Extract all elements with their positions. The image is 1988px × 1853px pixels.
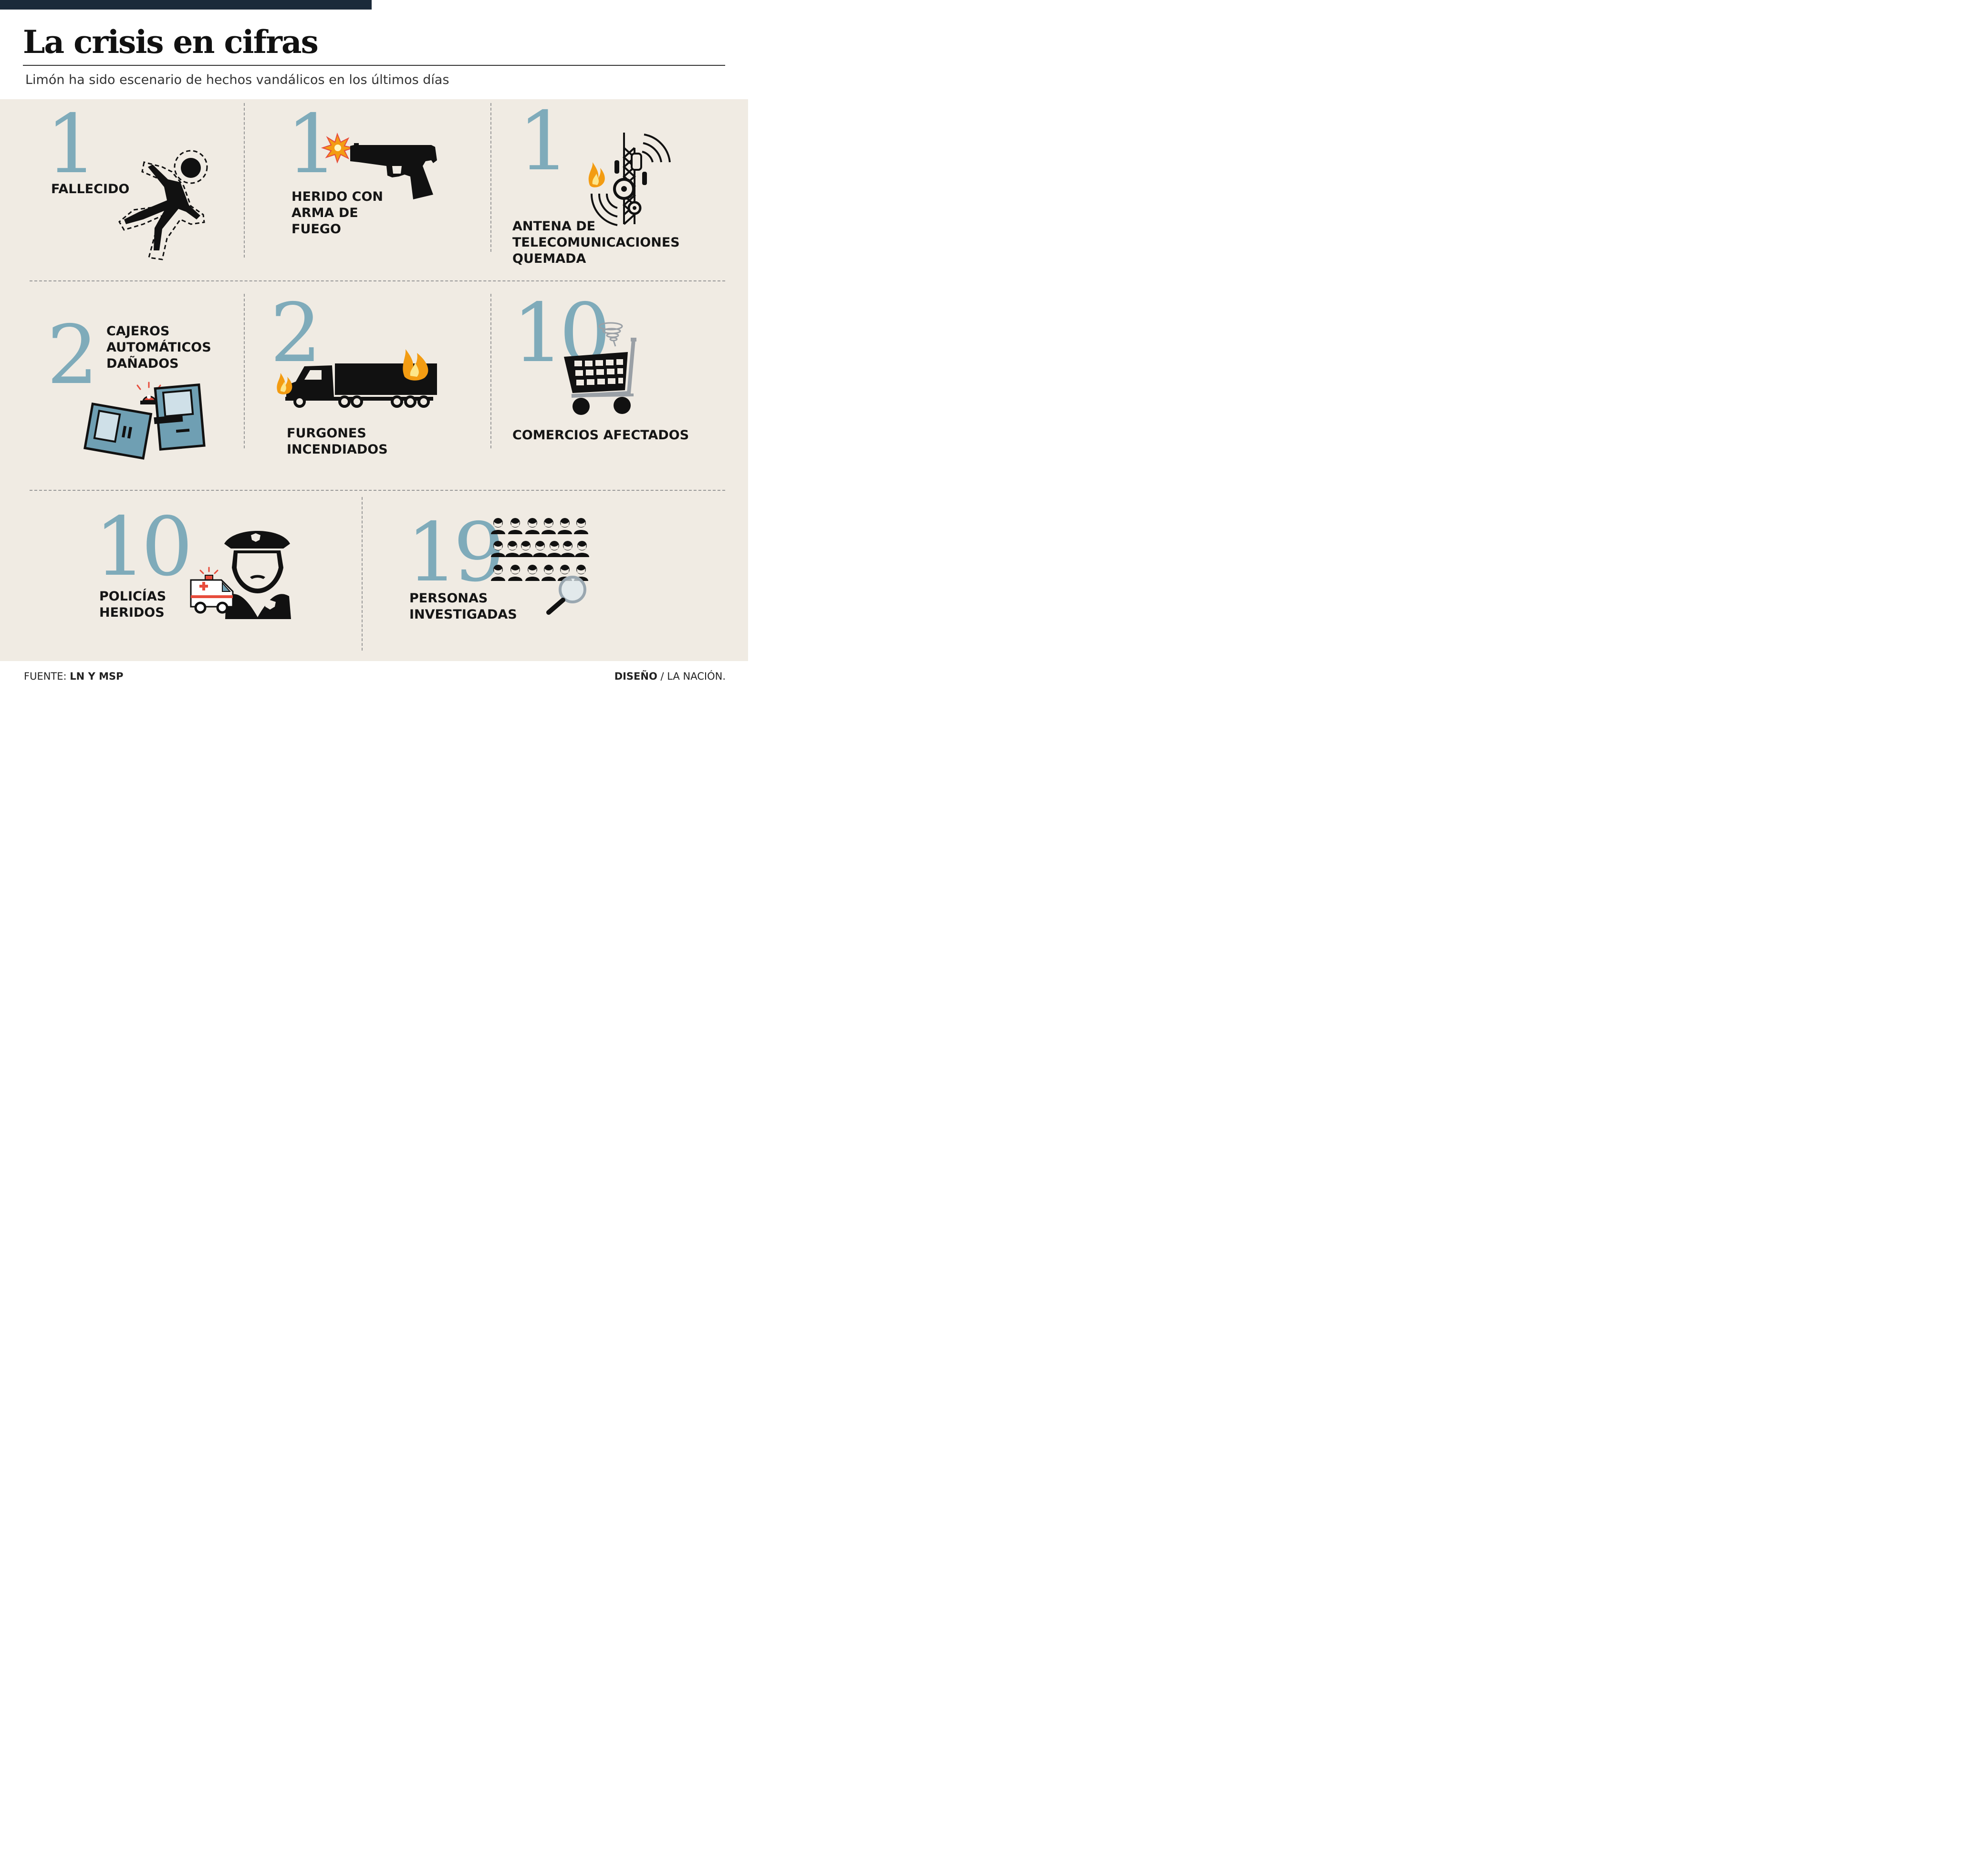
stat-number: 19 <box>406 506 505 600</box>
stat-label: FURGONES INCENDIADOS <box>287 426 388 457</box>
stat-label: COMERCIOS AFECTADOS <box>512 428 689 443</box>
atm-icon <box>83 382 206 460</box>
design-value: LA NACIÓN. <box>667 671 726 682</box>
police-officer-icon <box>190 531 291 619</box>
design-label: DISEÑO <box>614 671 657 682</box>
people-magnifier-icon <box>491 518 589 615</box>
source-label: FUENTE: <box>24 671 67 682</box>
page-title: La crisis en cifras <box>23 23 319 61</box>
divider-v2 <box>490 103 491 252</box>
title-divider <box>23 65 725 66</box>
stat-number: 2 <box>270 286 322 381</box>
stat-number: 10 <box>94 500 193 594</box>
people-row-1 <box>491 518 588 534</box>
stat-label: CAJEROS AUTOMÁTICOS DAÑADOS <box>106 324 211 371</box>
stat-number: 2 <box>47 308 98 403</box>
burning-antenna-icon <box>588 133 671 226</box>
footer-source: FUENTE: LN Y MSP <box>24 671 124 682</box>
divider-h1 <box>30 280 725 281</box>
credit-separator: / <box>660 671 664 682</box>
divider-v3 <box>244 294 245 448</box>
stat-number: 1 <box>518 94 570 189</box>
stat-label: POLICÍAS HERIDOS <box>99 589 167 620</box>
page-subtitle: Limón ha sido escenario de hechos vandál… <box>25 72 449 87</box>
stat-label: HERIDO CON ARMA DE FUEGO <box>291 189 384 237</box>
stat-number: 1 <box>286 97 338 192</box>
footer-credit: DISEÑO / LA NACIÓN. <box>614 671 726 682</box>
fallen-person-icon <box>118 150 208 260</box>
stat-label: FALLECIDO <box>51 182 130 197</box>
stat-label: ANTENA DE TELECOMUNICACIONES QUEMADA <box>512 219 680 266</box>
pistol-icon <box>321 132 437 199</box>
stat-label: PERSONAS INVESTIGADAS <box>409 591 517 622</box>
burning-truck-icon <box>277 349 437 408</box>
source-value: LN Y MSP <box>70 671 124 682</box>
divider-v5 <box>362 497 363 651</box>
top-accent-bar <box>0 0 372 10</box>
shopping-cart-icon <box>564 322 636 415</box>
divider-v1 <box>244 103 245 258</box>
divider-h2 <box>30 490 725 491</box>
divider-v4 <box>490 294 491 448</box>
stat-number: 1 <box>46 97 97 192</box>
people-row-2 <box>491 541 589 557</box>
